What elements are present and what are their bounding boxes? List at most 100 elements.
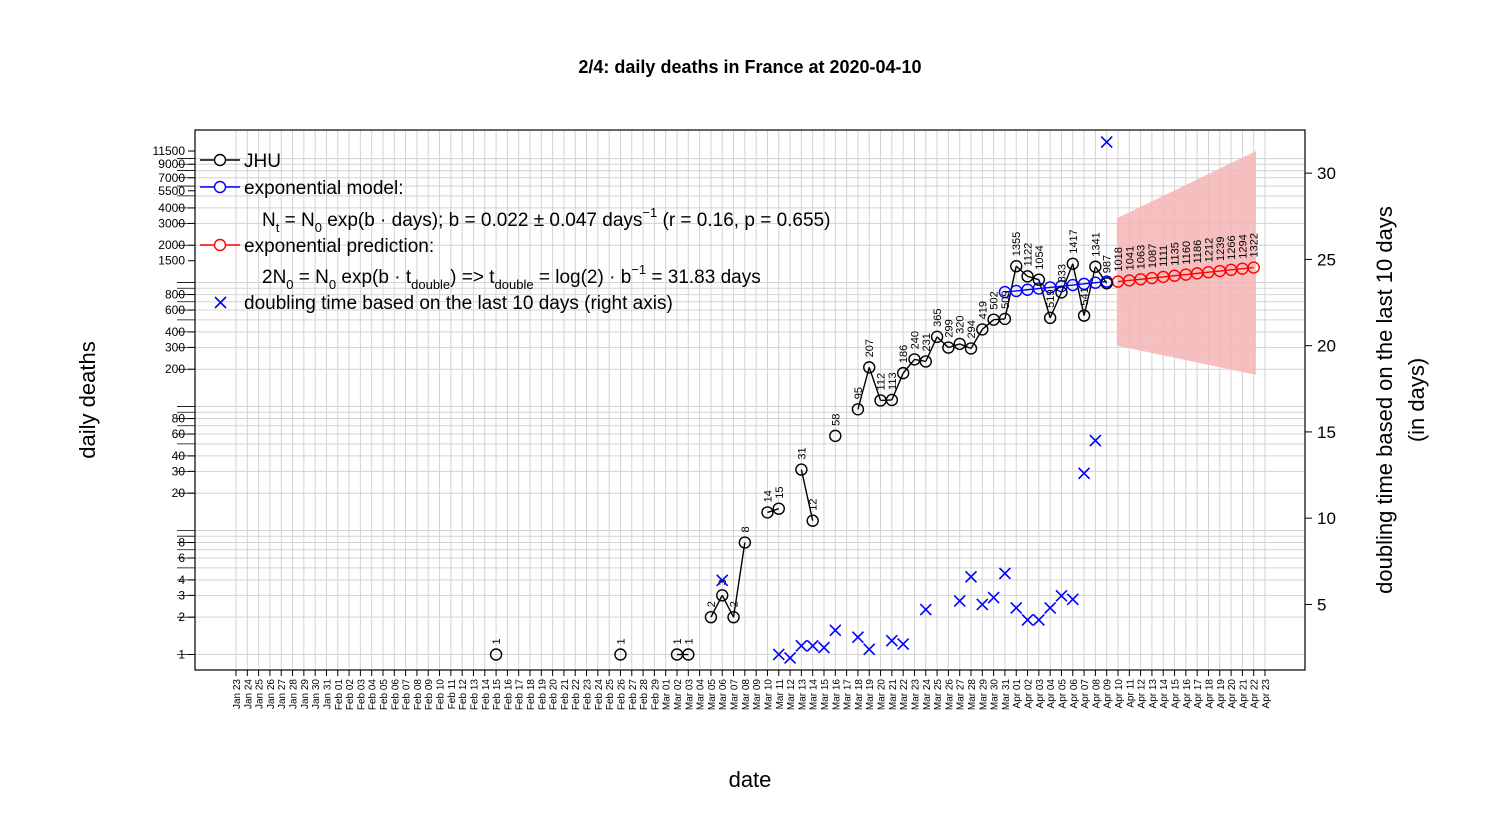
jhu-label: 509 [1000, 291, 1012, 309]
jhu-point [942, 341, 955, 354]
jhu-point [1032, 273, 1046, 286]
x-tick-label: Apr 17 [1193, 679, 1204, 709]
x-tick-label: Apr 12 [1137, 679, 1148, 709]
legend-exp-prediction-text: exponential prediction: [244, 236, 434, 257]
jhu-label: 1341 [1090, 232, 1102, 256]
y2-tick-label: 20 [1317, 337, 1336, 356]
x-tick-label: Feb 11 [447, 679, 458, 710]
doubling-time-marker [1089, 434, 1102, 447]
x-tick-label: Feb 10 [436, 679, 447, 711]
x-tick-label: Mar 17 [843, 679, 854, 711]
exp-prediction-label: 1186 [1192, 240, 1204, 264]
jhu-line-segment [1015, 265, 1029, 277]
exp-prediction-label: 1087 [1147, 244, 1159, 268]
x-tick-label: Apr 10 [1114, 679, 1125, 709]
doubling-time-marker [897, 638, 910, 651]
x-tick-label: Mar 21 [888, 679, 899, 711]
x-tick-label: Mar 29 [978, 679, 989, 711]
x-tick-label: Mar 11 [775, 679, 786, 710]
x-tick-label: Mar 28 [967, 679, 978, 711]
jhu-point [998, 312, 1012, 326]
x-tick-label: Feb 20 [549, 679, 560, 711]
x-tick-label: Mar 18 [854, 679, 865, 711]
x-tick-label: Jan 29 [300, 679, 311, 709]
y-tick-label: 1500 [158, 254, 185, 268]
jhu-label: 112 [876, 373, 888, 391]
jhu-point [829, 429, 842, 443]
jhu-label: 1417 [1068, 229, 1080, 253]
y2-axis-title: doubling time based on the last 10 days [1372, 206, 1397, 594]
jhu-point [1043, 311, 1057, 325]
y-tick-label: 600 [165, 303, 185, 317]
jhu-line-segment [710, 595, 723, 618]
jhu-line-segment [981, 319, 995, 330]
x-tick-label: Feb 07 [402, 679, 413, 711]
doubling-time-marker [919, 603, 932, 616]
jhu-point [885, 393, 899, 407]
jhu-point [1010, 259, 1023, 273]
cross-stroke [919, 603, 932, 616]
legend-jhu-marker [213, 153, 227, 167]
jhu-label: 1122 [1023, 243, 1035, 267]
y-tick-label: 3000 [158, 216, 185, 230]
jhu-line-segment [925, 336, 938, 362]
x-tick-label: Feb 28 [639, 679, 650, 711]
y-tick-label: 11500 [153, 144, 186, 158]
jhu-point [795, 463, 808, 476]
x-tick-label: Apr 23 [1261, 679, 1272, 709]
y2-tick-label: 25 [1317, 250, 1336, 269]
cross-stroke [851, 631, 864, 644]
exp-prediction-label: 1294 [1237, 234, 1249, 258]
jhu-point [976, 323, 989, 336]
jhu-point [964, 342, 978, 355]
x-tick-label: Apr 09 [1103, 679, 1114, 709]
jhu-line-segment [1072, 263, 1085, 316]
cross-stroke [897, 638, 910, 651]
legend-prediction-formula: 2N0 = N0 exp(b · tdouble) => tdouble = l… [262, 262, 761, 292]
jhu-line-segment [1049, 292, 1063, 319]
jhu-point [930, 330, 944, 344]
x-tick-label: Feb 09 [424, 679, 435, 711]
exp-prediction-line [1117, 266, 1254, 283]
x-tick-label: Apr 13 [1148, 679, 1159, 709]
doubling-time-marker [795, 639, 808, 652]
cross-stroke [953, 594, 966, 608]
jhu-point [1055, 286, 1068, 299]
cross-stroke [1089, 434, 1102, 447]
cross-stroke [863, 643, 876, 656]
y-tick-label: 7000 [158, 171, 185, 185]
x-tick-label: Feb 15 [492, 679, 503, 711]
jhu-label: 365 [932, 308, 944, 326]
cross-stroke [964, 570, 978, 583]
prediction-band-area [1116, 151, 1256, 375]
plot-frame [194, 129, 1306, 671]
jhu-point [1077, 309, 1091, 322]
x-tick-label: Mar 13 [797, 679, 808, 711]
doubling-time-marker [1021, 613, 1034, 627]
jhu-label: 113 [887, 372, 899, 390]
jhu-point [863, 361, 876, 374]
x-tick-label: Feb 25 [605, 679, 616, 711]
jhu-label: 14 [762, 490, 774, 502]
x-tick-label: Mar 27 [956, 679, 967, 711]
exp-prediction-label: 1322 [1249, 233, 1261, 257]
jhu-label: 320 [955, 316, 967, 334]
x-tick-label: Mar 26 [944, 679, 955, 711]
cross-stroke [1078, 467, 1091, 480]
x-tick-label: Feb 02 [345, 679, 356, 711]
jhu-label: 12 [808, 498, 820, 510]
x-tick-label: Apr 15 [1171, 679, 1182, 709]
x-tick-label: Feb 24 [594, 679, 605, 711]
x-tick-label: Feb 23 [583, 679, 594, 711]
x-tick-label: Apr 19 [1216, 679, 1227, 709]
series-layer: 1018 1041 1063 1087 1111 1135 1160 1186 1212 1239… [489, 136, 1261, 664]
x-tick-label: Feb 22 [571, 679, 582, 711]
jhu-point [772, 502, 785, 515]
x-tick-label: Apr 11 [1125, 679, 1136, 708]
x-tick-label: Feb 26 [616, 679, 627, 711]
grid [195, 130, 1305, 670]
exp-prediction-label: 1212 [1203, 238, 1215, 262]
doubling-time-marker [772, 648, 785, 661]
doubling-time-marker [885, 634, 898, 647]
x-axis-title: date [729, 767, 772, 792]
